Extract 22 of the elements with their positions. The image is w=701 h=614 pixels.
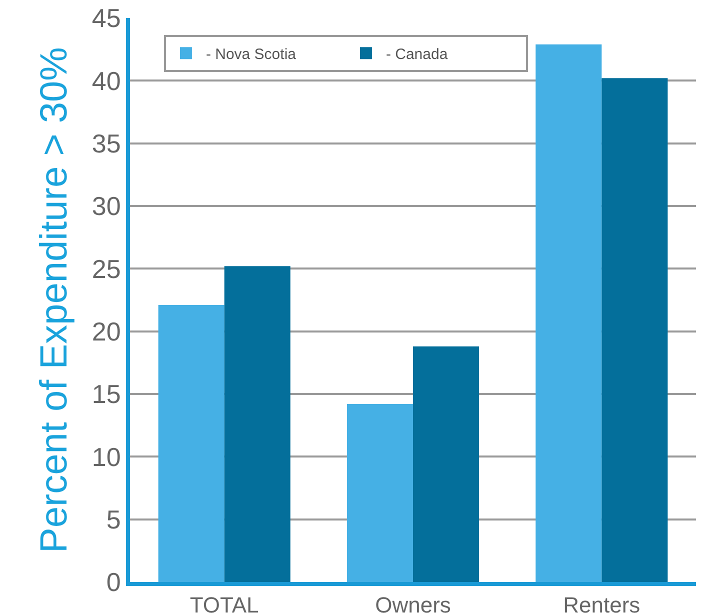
y-tick-label: 20 bbox=[92, 316, 121, 346]
bar bbox=[602, 78, 668, 582]
y-tick-label: 35 bbox=[92, 128, 121, 158]
y-tick-label: 30 bbox=[92, 191, 121, 222]
y-tick-label: 10 bbox=[92, 442, 121, 472]
y-tick-label: 40 bbox=[92, 66, 121, 96]
y-tick-label: 15 bbox=[92, 379, 121, 410]
y-tick-label: 0 bbox=[106, 567, 121, 598]
y-tick-label: 45 bbox=[92, 3, 121, 34]
bar bbox=[346, 404, 413, 582]
bar bbox=[413, 346, 480, 582]
bar bbox=[158, 305, 224, 582]
bar bbox=[224, 266, 290, 582]
y-axis-title: Percent of Expenditure > 30% bbox=[34, 47, 76, 553]
bar bbox=[536, 44, 602, 582]
legend-label: - Nova Scotia bbox=[206, 46, 297, 64]
x-tick-label: Owners bbox=[375, 592, 451, 614]
y-tick-label: 5 bbox=[106, 504, 121, 534]
legend-label: - Canada bbox=[386, 46, 448, 64]
x-tick-label: Renters bbox=[563, 592, 640, 614]
y-tick-label: 25 bbox=[92, 254, 121, 284]
x-tick-label: TOTAL bbox=[190, 592, 259, 614]
